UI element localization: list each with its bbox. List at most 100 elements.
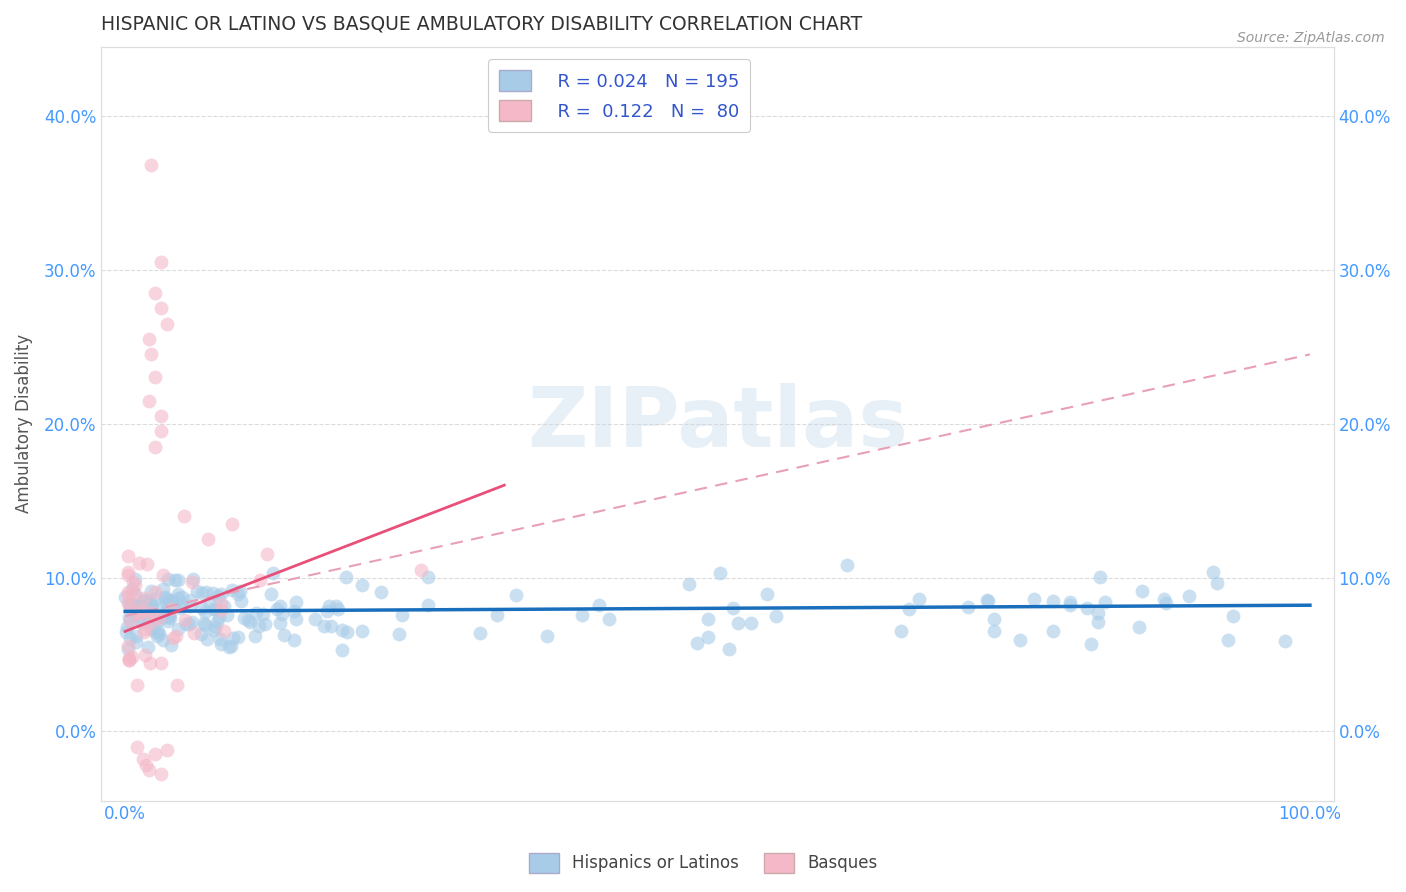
Point: [205, 615, 228, 629]
Point: [212, 624, 235, 638]
Point: [1076, 601, 1098, 615]
Point: [222, 631, 245, 645]
Point: [588, 598, 610, 612]
Point: [536, 629, 558, 643]
Point: [239, 615, 262, 630]
Point: [128, 601, 150, 615]
Point: [190, 585, 212, 599]
Point: [209, 603, 232, 617]
Point: [143, 285, 166, 300]
Point: [169, 601, 191, 615]
Point: [209, 638, 232, 652]
Point: [1178, 589, 1201, 603]
Text: Source: ZipAtlas.com: Source: ZipAtlas.com: [1237, 31, 1385, 45]
Point: [352, 624, 374, 639]
Point: [215, 607, 238, 622]
Point: [721, 601, 744, 615]
Y-axis label: Ambulatory Disability: Ambulatory Disability: [15, 334, 32, 513]
Point: [156, 743, 179, 757]
Legend:   R = 0.024   N = 195,   R =  0.122   N =  80: R = 0.024 N = 195, R = 0.122 N = 80: [488, 60, 749, 132]
Point: [118, 653, 141, 667]
Point: [149, 656, 172, 670]
Point: [141, 158, 163, 172]
Point: [139, 656, 162, 670]
Point: [897, 602, 920, 616]
Point: [135, 557, 157, 571]
Point: [156, 572, 179, 586]
Point: [145, 625, 167, 640]
Point: [118, 614, 141, 628]
Point: [1088, 570, 1111, 584]
Point: [1205, 575, 1227, 590]
Point: [370, 585, 392, 599]
Point: [336, 624, 359, 639]
Point: [157, 614, 180, 628]
Point: [127, 678, 149, 692]
Point: [202, 623, 225, 637]
Point: [209, 586, 232, 600]
Point: [485, 608, 508, 623]
Point: [122, 586, 145, 600]
Point: [190, 601, 212, 615]
Point: [156, 317, 179, 331]
Point: [236, 613, 259, 627]
Point: [316, 604, 339, 618]
Point: [125, 635, 148, 649]
Point: [1008, 633, 1031, 648]
Point: [183, 626, 205, 640]
Point: [391, 608, 413, 623]
Point: [162, 600, 184, 615]
Point: [193, 615, 215, 630]
Point: [271, 607, 294, 622]
Point: [146, 614, 169, 628]
Point: [218, 640, 240, 655]
Point: [1042, 624, 1064, 639]
Point: [177, 617, 200, 632]
Point: [1059, 598, 1081, 612]
Point: [204, 601, 226, 615]
Point: [136, 595, 159, 609]
Point: [135, 604, 157, 618]
Point: [118, 653, 141, 667]
Legend: Hispanics or Latinos, Basques: Hispanics or Latinos, Basques: [522, 847, 884, 880]
Point: [167, 622, 190, 636]
Point: [266, 602, 288, 616]
Point: [229, 584, 252, 599]
Point: [122, 574, 145, 589]
Point: [957, 599, 980, 614]
Point: [262, 566, 284, 581]
Point: [132, 625, 155, 640]
Point: [197, 532, 219, 546]
Text: HISPANIC OR LATINO VS BASQUE AMBULATORY DISABILITY CORRELATION CHART: HISPANIC OR LATINO VS BASQUE AMBULATORY …: [101, 15, 863, 34]
Point: [132, 752, 155, 766]
Point: [152, 609, 174, 624]
Point: [153, 610, 176, 624]
Point: [245, 606, 267, 620]
Point: [179, 592, 201, 607]
Point: [124, 607, 146, 622]
Point: [129, 606, 152, 620]
Point: [228, 587, 250, 601]
Point: [153, 607, 176, 622]
Point: [157, 607, 180, 621]
Point: [120, 597, 142, 611]
Point: [229, 594, 252, 608]
Point: [1153, 592, 1175, 607]
Point: [149, 301, 172, 316]
Point: [121, 582, 143, 596]
Point: [260, 587, 283, 601]
Point: [118, 610, 141, 624]
Point: [304, 611, 326, 625]
Point: [136, 640, 159, 654]
Point: [149, 767, 172, 781]
Point: [159, 600, 181, 615]
Point: [890, 624, 912, 639]
Point: [219, 639, 242, 653]
Point: [139, 615, 162, 630]
Point: [247, 619, 270, 633]
Point: [120, 613, 142, 627]
Point: [505, 588, 527, 602]
Point: [128, 556, 150, 570]
Point: [221, 516, 243, 531]
Point: [153, 590, 176, 604]
